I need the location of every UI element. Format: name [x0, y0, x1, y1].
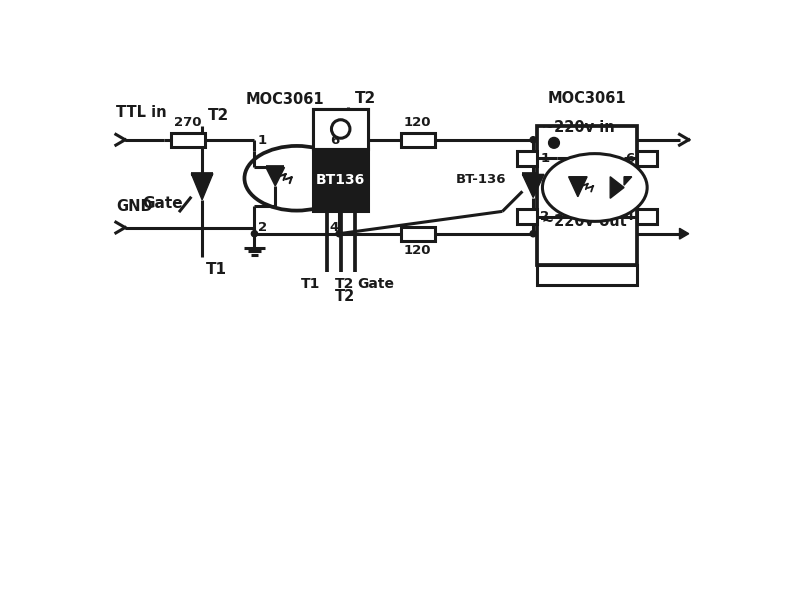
Text: T2: T2	[208, 108, 230, 123]
Polygon shape	[329, 167, 337, 177]
Polygon shape	[191, 173, 213, 200]
Circle shape	[331, 120, 350, 138]
Text: MOC3061: MOC3061	[548, 91, 626, 106]
Bar	[517, 209, 537, 224]
Text: ~220v out: ~220v out	[542, 214, 627, 229]
Bar	[313, 149, 369, 211]
Text: T1: T1	[206, 262, 227, 277]
Text: GND: GND	[116, 199, 153, 214]
Circle shape	[336, 230, 342, 237]
Text: Gate: Gate	[142, 196, 182, 211]
Circle shape	[530, 137, 536, 143]
Polygon shape	[610, 177, 624, 198]
Bar	[537, 126, 637, 265]
Bar	[637, 151, 657, 166]
Ellipse shape	[245, 146, 349, 211]
Polygon shape	[679, 229, 689, 239]
Polygon shape	[522, 175, 544, 197]
Text: 2: 2	[540, 210, 550, 223]
Bar	[313, 109, 369, 149]
Text: 120: 120	[404, 116, 431, 129]
Text: 1: 1	[258, 134, 266, 148]
Bar	[537, 265, 637, 284]
Polygon shape	[266, 167, 285, 186]
Text: 4: 4	[625, 210, 634, 223]
Circle shape	[530, 230, 536, 237]
Text: 2: 2	[258, 221, 266, 233]
Text: 1: 1	[540, 152, 550, 165]
Text: 6: 6	[330, 134, 339, 148]
Bar	[401, 133, 434, 146]
Bar	[517, 151, 537, 166]
Text: 6: 6	[625, 152, 634, 165]
Text: T2: T2	[334, 277, 354, 290]
Ellipse shape	[542, 154, 647, 221]
Text: T2: T2	[334, 289, 354, 304]
Text: BT-136: BT-136	[456, 173, 506, 186]
Text: 4: 4	[330, 221, 339, 233]
Text: MOC3061: MOC3061	[246, 92, 325, 107]
Text: 270: 270	[174, 116, 202, 129]
Text: T2: T2	[354, 91, 376, 106]
Text: 120: 120	[404, 244, 431, 257]
Text: ~220v in: ~220v in	[542, 120, 615, 135]
Text: TTL in: TTL in	[116, 105, 166, 120]
Polygon shape	[624, 177, 632, 185]
Circle shape	[251, 230, 258, 237]
Bar	[313, 109, 369, 149]
Bar	[401, 227, 434, 241]
Text: Gate: Gate	[358, 277, 394, 290]
Bar	[637, 209, 657, 224]
Circle shape	[549, 137, 559, 148]
Text: BT136: BT136	[316, 173, 366, 187]
Polygon shape	[569, 177, 587, 197]
Text: T1: T1	[301, 277, 320, 290]
Polygon shape	[315, 167, 329, 189]
Bar	[171, 133, 205, 146]
